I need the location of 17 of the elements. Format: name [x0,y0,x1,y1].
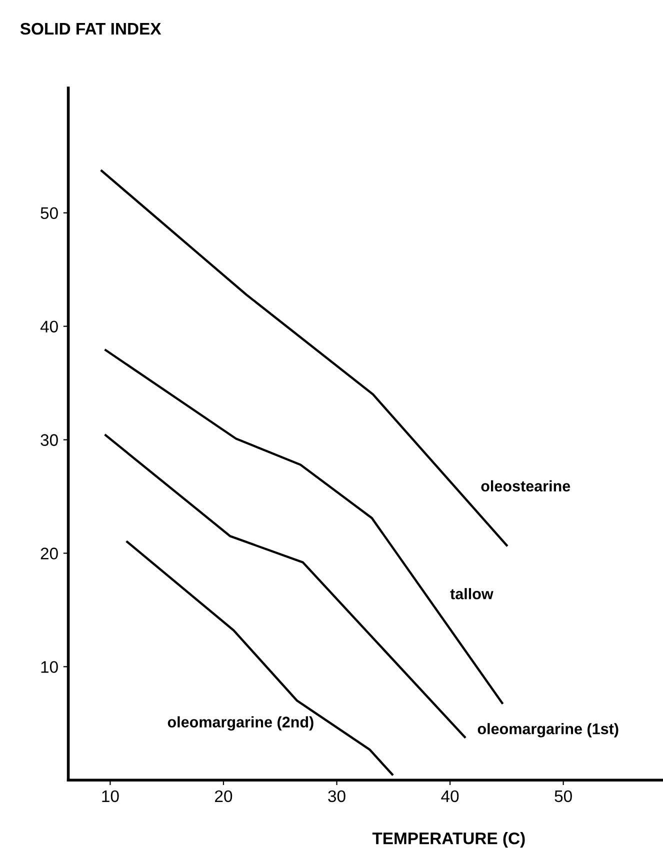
y-tick-label: 10 [41,661,58,673]
x-tick-label: 50 [554,790,572,802]
series-label: oleomargarine (1st) [478,723,618,738]
series-label: oleomargarine (2nd) [168,716,314,731]
y-tick-label: 50 [40,207,58,220]
x-tick-label: 40 [441,790,459,802]
y-tick-label: 30 [40,434,58,446]
line-series [126,540,394,776]
x-tick-label: 20 [215,790,232,802]
x-axis-title: TEMPERATURE (C) [372,832,525,848]
x-tick-label: 30 [328,790,346,802]
chart-title: SOLID FAT INDEX [20,22,162,35]
x-tick-label: 10 [102,790,119,802]
series-label: tallow [450,588,494,600]
y-tick-label: 20 [40,548,58,560]
y-tick-label: 40 [40,320,58,332]
series-label: oleostearine [481,480,570,492]
